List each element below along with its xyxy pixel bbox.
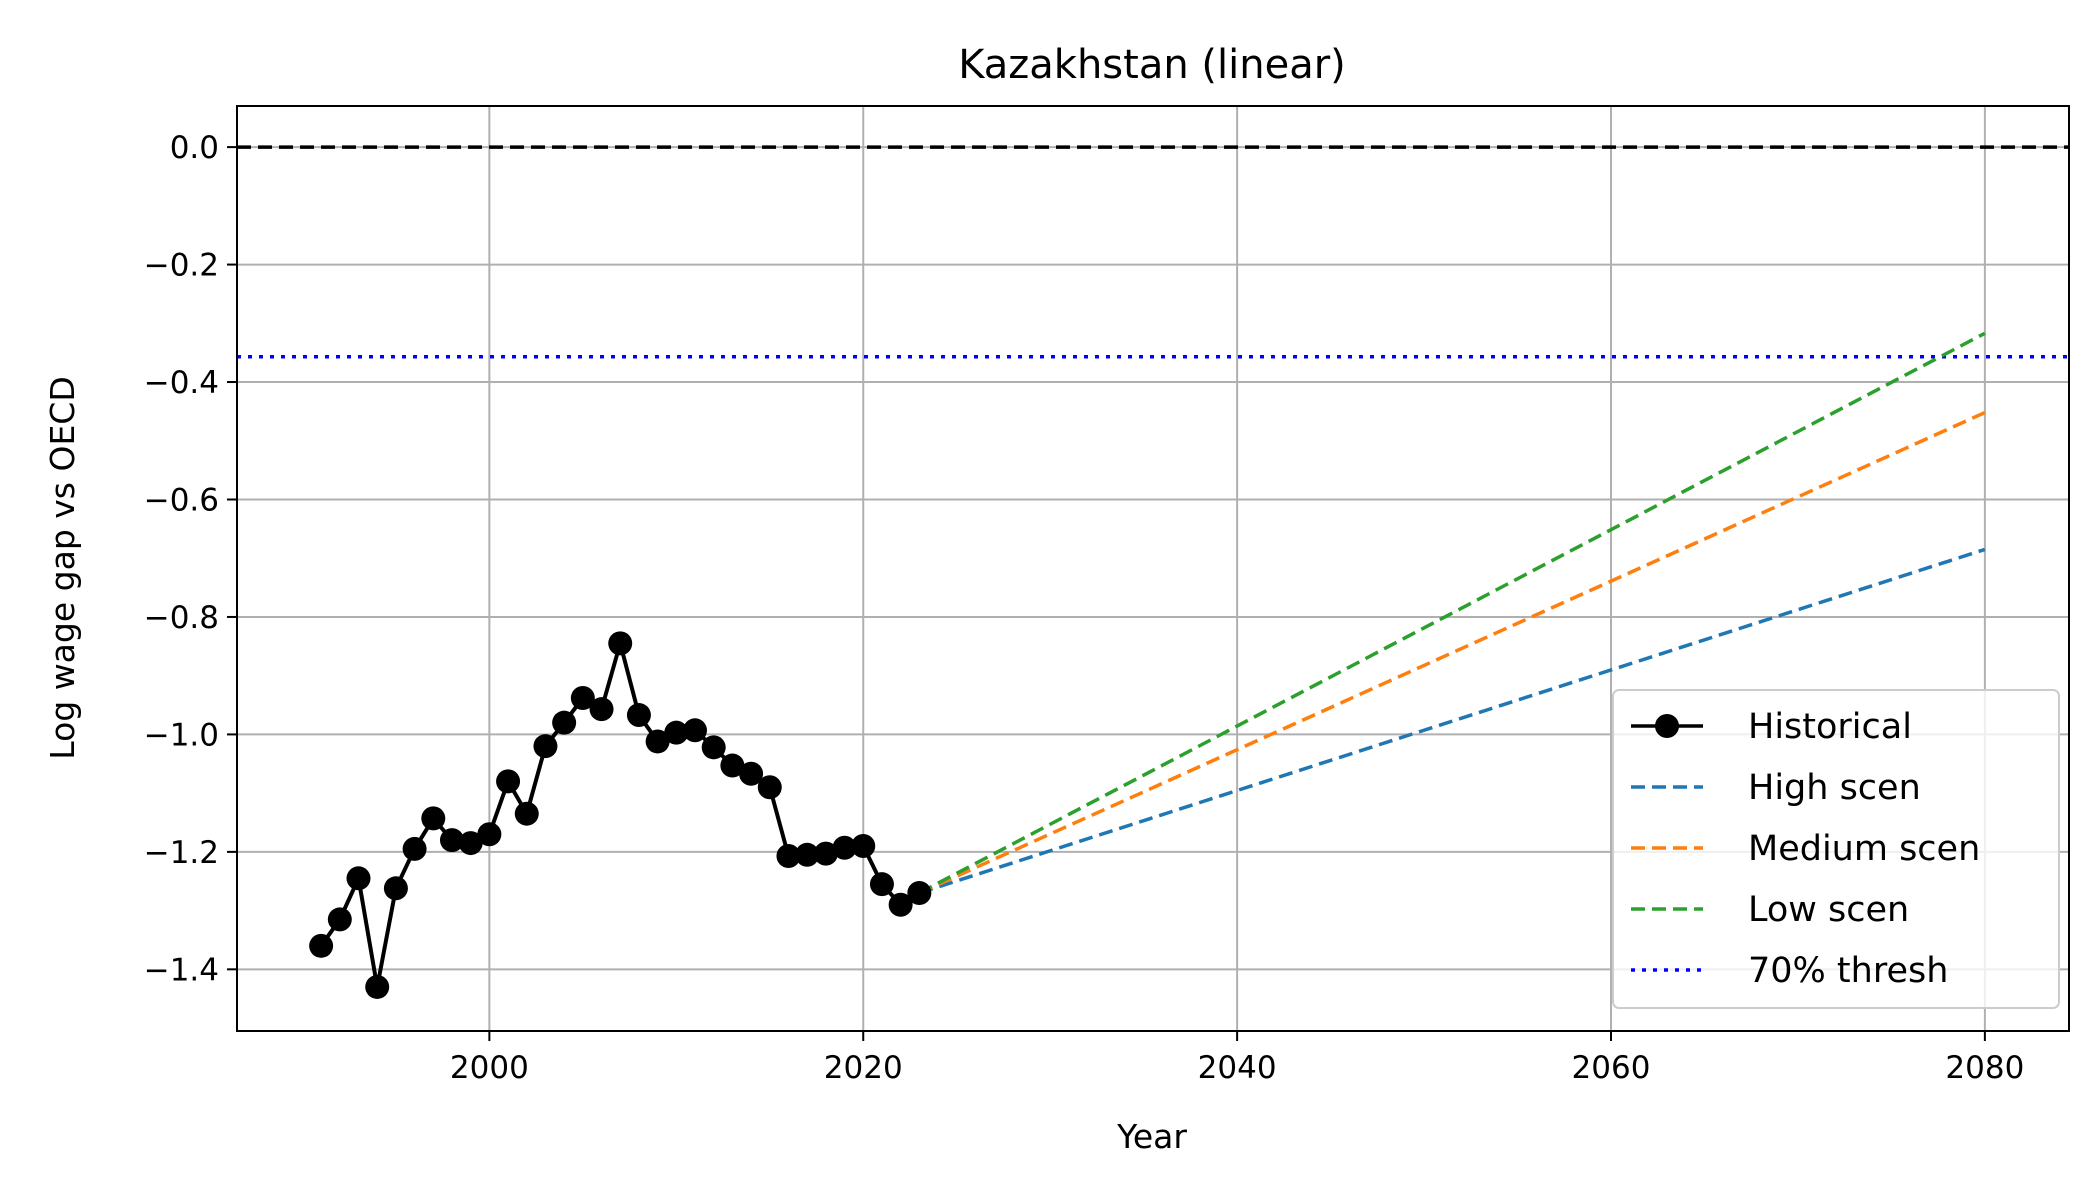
data-point: [851, 834, 876, 858]
data-point: [813, 841, 838, 866]
data-point: [888, 892, 913, 917]
data-point: [309, 933, 334, 958]
data-point: [365, 974, 390, 999]
data-point: [832, 835, 857, 860]
legend-marker-historical: [1655, 714, 1679, 738]
data-point: [608, 631, 633, 656]
data-point: [757, 775, 782, 800]
legend-label-historical: Historical: [1748, 707, 1912, 747]
data-point: [496, 769, 521, 794]
data-point: [439, 828, 464, 853]
y-tick-label: −0.2: [144, 248, 219, 284]
data-point: [570, 686, 595, 710]
x-tick-label: 2080: [1945, 1050, 2024, 1086]
data-point: [421, 806, 446, 831]
x-tick-label: 2020: [824, 1050, 903, 1086]
data-point: [907, 880, 932, 905]
chart-title: Kazakhstan (linear): [958, 42, 1346, 88]
data-point: [458, 831, 483, 856]
data-point: [402, 836, 427, 861]
data-point: [776, 843, 801, 868]
series-line-low-scen: [918, 331, 1986, 895]
data-point: [552, 710, 577, 735]
y-tick-label: −0.6: [144, 482, 219, 518]
data-point: [514, 801, 539, 826]
legend-label-medium-scen: Medium scen: [1748, 829, 1980, 869]
x-tick-label: 2000: [450, 1050, 529, 1086]
y-tick-label: 0.0: [170, 130, 219, 166]
legend-label-low-scen: Low scen: [1748, 890, 1909, 930]
data-point: [626, 703, 651, 728]
legend-label-high-scen: High scen: [1748, 768, 1921, 808]
data-point: [589, 697, 614, 722]
axis-ticks: 2000 2020 2040 2060 2080 0.0 −0.2 −0.4 −0.6 −0.8 −…: [144, 130, 2025, 1086]
legend-label-70-thresh: 70% thresh: [1748, 951, 1948, 991]
data-point: [645, 729, 670, 754]
series-line-medium-scen: [918, 410, 1986, 895]
x-tick-label: 2060: [1572, 1050, 1651, 1086]
y-tick-label: −0.8: [144, 600, 219, 636]
data-point: [701, 735, 726, 760]
y-axis-label: Log wage gap vs OECD: [43, 376, 82, 759]
y-tick-label: −1.0: [144, 717, 219, 753]
x-axis-label: Year: [1116, 1117, 1187, 1156]
series-layer: [309, 331, 1986, 999]
data-point: [383, 876, 408, 901]
data-point: [664, 720, 689, 745]
legend-box: [1612, 689, 2060, 1009]
reference-lines: [237, 145, 2069, 359]
y-tick-label: −1.2: [144, 835, 219, 871]
data-point: [683, 718, 707, 743]
data-point: [739, 761, 764, 786]
y-tick-label: −0.4: [144, 365, 219, 401]
data-point: [327, 907, 352, 932]
data-point: [720, 753, 745, 778]
y-tick-label: −1.4: [144, 952, 219, 988]
x-tick-label: 2040: [1198, 1050, 1277, 1086]
data-point: [869, 872, 894, 897]
series-line-high-scen: [918, 547, 1986, 895]
data-point: [346, 866, 371, 891]
data-point: [533, 734, 558, 759]
plot-frame: [236, 105, 2070, 1032]
legend: Historical High scen Medium scen Low scen 70…: [1612, 689, 2060, 1009]
data-point: [477, 822, 502, 847]
data-point: [795, 842, 820, 867]
